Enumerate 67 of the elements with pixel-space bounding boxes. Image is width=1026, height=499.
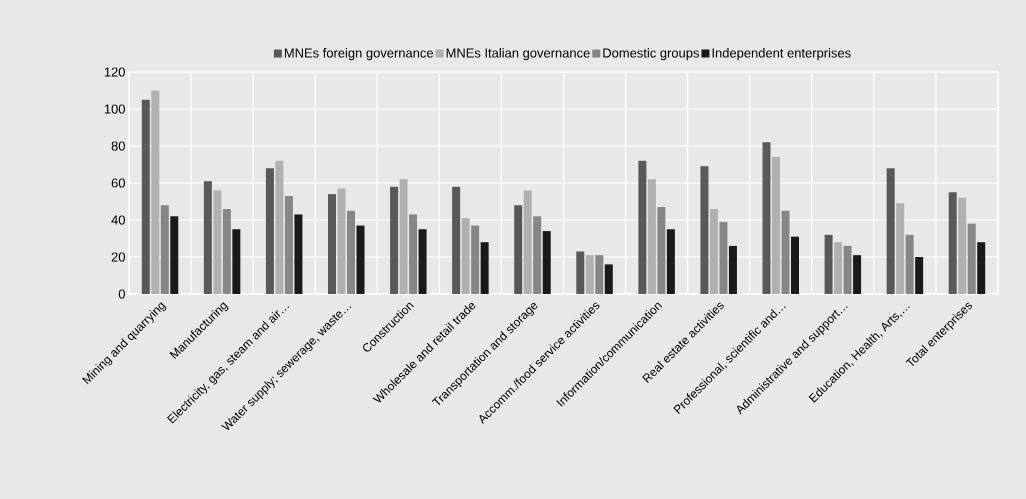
- bar: [657, 207, 666, 294]
- bar: [728, 245, 737, 294]
- bar: [915, 257, 924, 294]
- legend-label: MNEs foreign governance: [284, 48, 433, 61]
- bar: [170, 216, 179, 294]
- legend-label: Domestic groups: [603, 48, 699, 61]
- bar: [791, 236, 800, 294]
- bar: [471, 225, 480, 294]
- bar: [390, 186, 399, 294]
- bar: [967, 223, 976, 294]
- bar: [824, 234, 833, 294]
- bar: [585, 255, 594, 294]
- bar: [638, 160, 647, 294]
- bar: [647, 179, 656, 294]
- y-tick-label: 60: [111, 178, 125, 188]
- y-tick-label: 100: [104, 104, 125, 114]
- bar: [452, 186, 461, 294]
- bar: [604, 264, 613, 294]
- bar: [709, 208, 718, 294]
- bar: [958, 197, 967, 294]
- bar: [461, 218, 470, 294]
- bar: [418, 229, 427, 294]
- y-tick-label: 40: [111, 215, 125, 225]
- bar: [595, 255, 604, 294]
- bar: [275, 160, 284, 294]
- y-tick-label: 20: [111, 252, 125, 262]
- y-tick-label: 120: [104, 67, 125, 77]
- y-tick-label: 80: [111, 141, 125, 151]
- bar: [719, 221, 728, 294]
- bar: [328, 194, 336, 294]
- bar: [576, 251, 585, 294]
- bar: [347, 210, 355, 294]
- legend-label: MNEs Italian governance: [446, 48, 590, 61]
- bar: [284, 195, 293, 294]
- bar: [222, 208, 231, 294]
- bar: [700, 166, 709, 294]
- bar: [977, 242, 986, 294]
- bar: [762, 142, 771, 294]
- bar: [853, 255, 862, 294]
- bar: [896, 203, 905, 294]
- bar: [542, 231, 551, 294]
- bar: [203, 181, 212, 294]
- bar: [781, 210, 790, 294]
- bar: [843, 245, 852, 294]
- bar: [666, 229, 675, 294]
- bar: [141, 99, 150, 294]
- bar: [772, 157, 781, 294]
- bar: [294, 214, 303, 294]
- legend-label: Independent enterprises: [712, 48, 851, 61]
- bar: [523, 190, 532, 294]
- y-tick-label: 0: [118, 289, 125, 299]
- bar: [232, 229, 241, 294]
- bar: [533, 216, 542, 294]
- bar: [151, 90, 160, 294]
- bar: [834, 242, 843, 294]
- bar: [514, 205, 523, 294]
- bar: [337, 188, 346, 294]
- bar: [399, 179, 408, 294]
- bar: [409, 214, 418, 294]
- bar: [213, 190, 222, 294]
- bar: [905, 234, 914, 294]
- bar: [265, 168, 274, 294]
- bar: [480, 242, 489, 294]
- bar: [160, 205, 169, 294]
- bar: [356, 225, 365, 294]
- bar: [948, 192, 957, 294]
- bar: [886, 168, 895, 294]
